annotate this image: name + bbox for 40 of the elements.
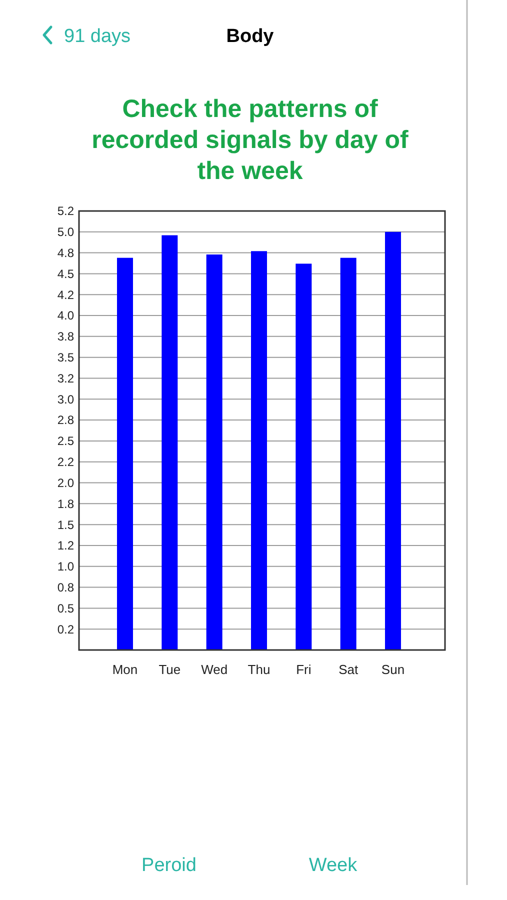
y-tick-label: 3.8 [57, 330, 74, 344]
y-tick-label: 2.0 [57, 476, 74, 490]
y-tick-label: 1.2 [57, 538, 74, 553]
text: Week [308, 855, 358, 876]
y-tick-label: 3.5 [57, 350, 74, 365]
bar [162, 235, 178, 650]
bar [117, 258, 133, 650]
y-tick-label: 2.2 [57, 455, 74, 470]
y-tick-label: 4.5 [57, 266, 74, 281]
y-tick-label: 0.5 [57, 601, 74, 616]
bar [296, 264, 312, 650]
y-tick-label: 1.0 [57, 560, 74, 574]
bar [385, 232, 401, 650]
y-tick-label: 0.2 [57, 622, 74, 636]
x-tick-label: Tue [158, 662, 181, 677]
y-tick-label: 2.5 [57, 434, 74, 448]
x-tick-label: Fri [296, 662, 312, 677]
y-tick-label: 3.0 [57, 392, 74, 406]
chart-title: Check the patterns of recorded signals by day of the week [92, 95, 410, 185]
x-tick-label: Sat [338, 662, 358, 677]
y-tick-label: 4.8 [57, 246, 74, 260]
bar [206, 254, 222, 650]
x-tick-label: Sun [381, 662, 405, 677]
bar [340, 258, 356, 650]
y-tick-label: 0.8 [57, 580, 74, 594]
x-tick-label: Wed [201, 662, 228, 677]
y-tick-label: 4.2 [57, 288, 74, 302]
x-tick-label: Mon [112, 662, 138, 677]
y-tick-label: 1.5 [57, 518, 74, 532]
y-tick-label: 3.2 [57, 371, 74, 386]
text: Peroid [142, 855, 196, 876]
y-tick-label: 4.0 [57, 308, 74, 323]
y-tick-label: 5.0 [57, 225, 74, 240]
y-tick-label: 2.8 [57, 413, 74, 428]
y-tick-label: 5.2 [57, 204, 74, 218]
bar [251, 251, 267, 650]
text: Body [226, 26, 274, 47]
x-tick-label: Thu [248, 662, 270, 677]
text: 91 days [64, 26, 131, 47]
y-tick-label: 1.8 [57, 496, 74, 511]
